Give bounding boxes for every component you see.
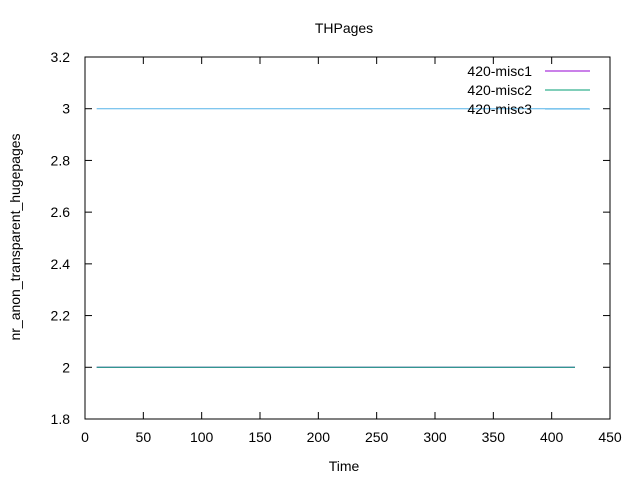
chart-title: THPages bbox=[315, 20, 373, 36]
y-tick-label: 3 bbox=[62, 101, 70, 117]
legend-label: 420-misc3 bbox=[467, 101, 532, 117]
x-ticks: 0 50 100 150 200 250 300 350 400 450 bbox=[81, 57, 622, 445]
y-tick-label: 2 bbox=[62, 359, 70, 375]
y-tick-label: 2.4 bbox=[51, 256, 71, 272]
legend-label: 420-misc1 bbox=[467, 63, 532, 79]
y-tick-label: 2.6 bbox=[51, 204, 71, 220]
y-axis-label: nr_anon_transparent_hugepages bbox=[7, 133, 23, 340]
x-tick-label: 50 bbox=[136, 429, 152, 445]
x-tick-label: 0 bbox=[81, 429, 89, 445]
x-tick-label: 100 bbox=[190, 429, 214, 445]
x-tick-label: 250 bbox=[365, 429, 389, 445]
y-tick-label: 3.2 bbox=[51, 49, 71, 65]
plot-frame bbox=[84, 56, 611, 420]
x-tick-label: 200 bbox=[307, 429, 331, 445]
y-tick-label: 2.2 bbox=[51, 308, 71, 324]
x-axis-label: Time bbox=[329, 458, 360, 474]
y-tick-label: 1.8 bbox=[51, 411, 71, 427]
y-ticks: 1.8 2 2.2 2.4 2.6 2.8 3 3.2 bbox=[51, 49, 610, 427]
x-tick-label: 150 bbox=[248, 429, 272, 445]
legend-label: 420-misc2 bbox=[467, 82, 532, 98]
y-tick-label: 2.8 bbox=[51, 152, 71, 168]
series-lines bbox=[96, 108, 589, 368]
legend: 420-misc1 420-misc2 420-misc3 bbox=[467, 63, 590, 117]
x-tick-label: 450 bbox=[598, 429, 622, 445]
x-tick-label: 400 bbox=[540, 429, 564, 445]
x-tick-label: 350 bbox=[482, 429, 506, 445]
x-tick-label: 300 bbox=[423, 429, 447, 445]
